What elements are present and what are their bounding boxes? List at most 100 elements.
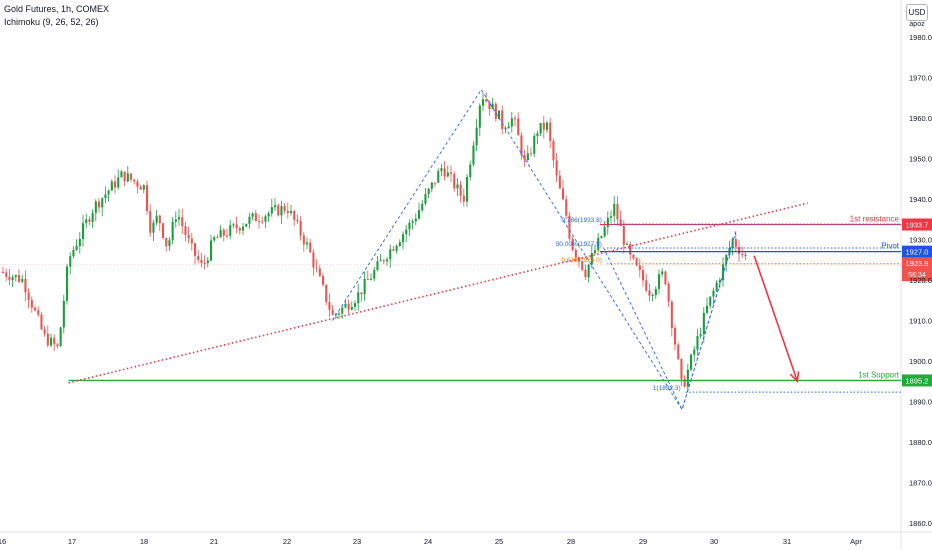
candle-body	[139, 186, 142, 190]
candle-body	[168, 240, 171, 247]
candle-body	[725, 254, 728, 265]
forecast-arrow-shaft	[753, 255, 799, 382]
price-tick-label: 1960.0	[909, 114, 932, 123]
candle-body	[162, 223, 165, 238]
candles	[2, 91, 747, 391]
candle-body	[632, 254, 635, 259]
candle-body	[142, 185, 145, 190]
candle-body	[24, 278, 27, 293]
candle-body	[421, 203, 424, 211]
candle-body	[322, 276, 325, 285]
candle-body	[555, 160, 558, 176]
candle-body	[299, 221, 302, 236]
candle-body	[149, 211, 152, 233]
price-tick-label: 1900.0	[909, 357, 932, 366]
candle-body	[200, 259, 203, 263]
level-price-tag	[902, 245, 932, 258]
candle-body	[91, 212, 94, 223]
candle-body	[574, 250, 577, 258]
candle-body	[242, 226, 245, 231]
candle-body	[222, 229, 225, 236]
drawings: 1st resistance Pivot 1st Support 0.786(1933…	[0, 88, 901, 411]
candle-body	[213, 237, 216, 241]
candle-body	[155, 215, 158, 223]
candle-body	[514, 118, 517, 120]
ascending-trendline	[68, 202, 808, 384]
candle-body	[78, 238, 81, 247]
candle-body	[235, 224, 238, 229]
currency-button[interactable]: USD	[906, 4, 928, 21]
candle-body	[459, 184, 462, 196]
candle-body	[34, 307, 37, 311]
candle-body	[114, 181, 117, 188]
candle-body	[584, 269, 587, 278]
candle-body	[56, 344, 59, 347]
candle-body	[386, 259, 389, 262]
candle-body	[699, 334, 702, 336]
candle-body	[677, 344, 680, 360]
candle-body	[475, 127, 478, 146]
level-price-tag	[902, 374, 932, 387]
candle-body	[75, 246, 78, 250]
candle-body	[373, 269, 376, 279]
candle-body	[146, 185, 149, 212]
candle-body	[654, 288, 657, 296]
candle-body	[603, 226, 606, 237]
candle-body	[376, 261, 379, 270]
fib-level-label: 0.618(1924.0)	[561, 257, 601, 264]
candle-body	[347, 303, 350, 310]
mode-label[interactable]: apoz	[909, 21, 925, 28]
candle-body	[427, 188, 430, 195]
candle-body	[238, 228, 241, 231]
level-price-text: 1933.7	[906, 221, 929, 230]
candle-body	[693, 349, 696, 355]
candle-body	[478, 105, 481, 128]
candle-body	[549, 122, 552, 142]
candle-body	[510, 118, 513, 127]
candle-body	[658, 274, 661, 289]
price-tick-label: 1930.0	[909, 236, 932, 245]
price-tick-label: 1940.0	[909, 195, 932, 204]
level-price-text: 1927.0	[906, 248, 929, 257]
candle-body	[594, 250, 597, 254]
candle-body	[107, 190, 110, 195]
candle-body	[587, 264, 590, 278]
current-price-tag	[902, 257, 932, 282]
candle-body	[485, 99, 488, 102]
candle-body	[571, 238, 574, 251]
candle-body	[94, 201, 97, 213]
current-price-text: 1923.9	[906, 259, 929, 268]
price-tick-label: 1920.0	[909, 276, 932, 285]
candle-body	[744, 254, 747, 257]
candle-body	[440, 168, 443, 172]
candle-body	[507, 126, 510, 129]
candle-body	[66, 266, 69, 301]
candle-body	[296, 219, 299, 222]
candle-body	[379, 260, 382, 262]
candle-body	[8, 276, 11, 281]
candle-body	[123, 171, 126, 182]
candle-body	[171, 221, 174, 241]
candle-body	[542, 122, 545, 130]
candle-body	[616, 203, 619, 220]
time-tick-label: 25	[495, 537, 503, 546]
candle-body	[133, 179, 136, 182]
price-tick-label: 1880.0	[909, 438, 932, 447]
candle-body	[446, 172, 449, 177]
candle-body	[254, 213, 257, 222]
candle-body	[72, 249, 75, 257]
candle-body	[229, 225, 232, 236]
candle-body	[546, 122, 549, 130]
candle-body	[184, 226, 187, 235]
candle-body	[590, 253, 593, 265]
candle-body	[117, 177, 120, 188]
forecast-arrow-head	[789, 371, 800, 383]
candle-body	[178, 217, 181, 220]
candle-body	[82, 223, 85, 239]
candle-body	[293, 211, 296, 220]
candle-body	[398, 242, 401, 246]
candle-body	[498, 110, 501, 119]
candle-body	[702, 312, 705, 335]
candle-body	[194, 243, 197, 256]
